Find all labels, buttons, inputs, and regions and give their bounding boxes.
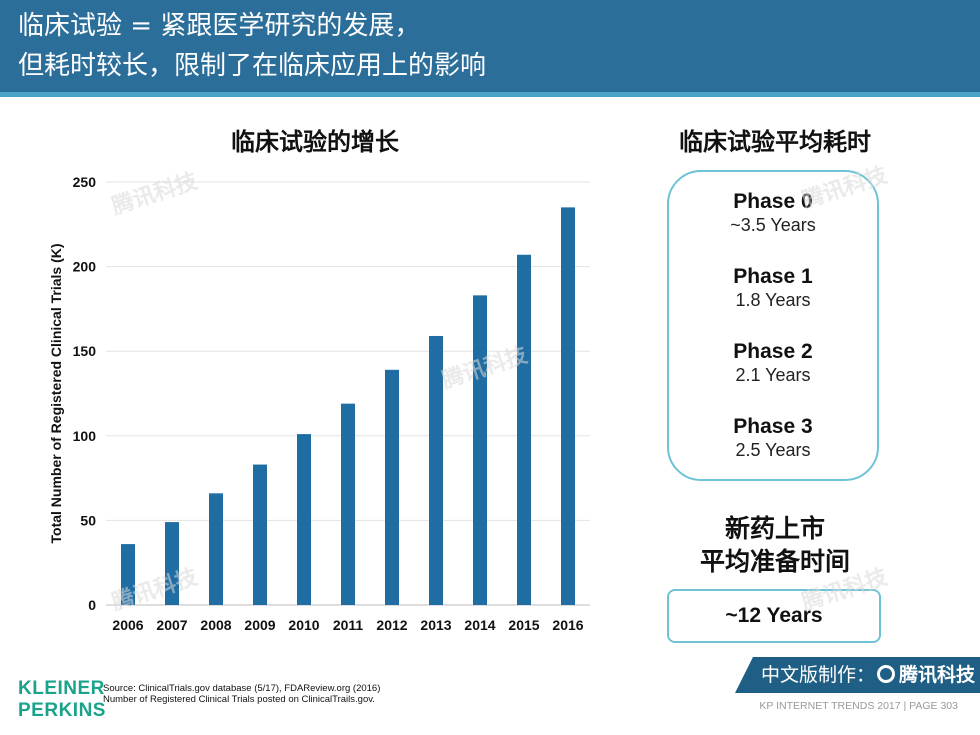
- x-tick-label: 2013: [420, 617, 451, 633]
- source-line1: Source: ClinicalTrials.gov database (5/1…: [103, 683, 381, 694]
- badge-brand: 腾讯科技: [899, 664, 976, 686]
- bar: [209, 493, 223, 605]
- bar: [517, 254, 531, 606]
- x-tick-label: 2014: [464, 617, 495, 633]
- x-tick-label: 2011: [333, 617, 364, 633]
- phase-3-name: Phase 3: [733, 415, 813, 438]
- source-line2: Number of Registered Clinical Trials pos…: [103, 694, 375, 705]
- logo-line2: PERKINS: [18, 700, 106, 721]
- header-title-line2: 但耗时较长，限制了在临床应用上的影响: [18, 51, 487, 81]
- bar: [561, 207, 575, 605]
- bar: [473, 295, 487, 605]
- y-tick-label: 250: [73, 174, 97, 190]
- phase-1-block: Phase 1 1.8 Years: [669, 265, 877, 311]
- y-axis-label: Total Number of Registered Clinical Tria…: [48, 243, 64, 543]
- bar: [385, 369, 399, 605]
- phase-3-block: Phase 3 2.5 Years: [669, 415, 877, 461]
- market-title-line1: 新药上市: [724, 514, 825, 543]
- bar-chart: 0 50 100 150 200 250 Total Number of Registere…: [48, 174, 590, 633]
- badge-prefix: 中文版制作：: [761, 664, 876, 686]
- bar: [429, 335, 443, 605]
- phase-duration-panel: Phase 0 ~3.5 Years Phase 1 1.8 Years Pha…: [667, 170, 879, 481]
- bar: [253, 464, 267, 605]
- phase-3-duration: 2.5 Years: [735, 440, 811, 460]
- y-tick-label: 50: [80, 512, 96, 528]
- header-title-line1: 临床试验 = 紧跟医学研究的发展，: [18, 11, 421, 41]
- trial-duration-title: 临床试验平均耗时: [679, 128, 871, 156]
- phase-2-name: Phase 2: [733, 340, 813, 363]
- y-tick-label: 200: [73, 259, 97, 275]
- x-tick-label: 2012: [376, 617, 407, 633]
- y-tick-label: 150: [73, 343, 97, 359]
- bar: [341, 403, 355, 605]
- tencent-logo-icon: [877, 665, 896, 683]
- bar: [165, 522, 179, 605]
- header-accent-rule: [0, 92, 980, 97]
- phase-1-duration: 1.8 Years: [735, 290, 811, 310]
- phase-0-duration: ~3.5 Years: [730, 215, 816, 235]
- phase-0-block: Phase 0 ~3.5 Years: [669, 190, 877, 236]
- kleiner-perkins-logo: KLEINER PERKINS: [18, 678, 106, 722]
- bar: [121, 544, 135, 605]
- x-tick-label: 2009: [244, 617, 275, 633]
- x-tick-label: 2010: [288, 617, 319, 633]
- tencent-badge: 中文版制作： 腾讯科技: [735, 657, 980, 693]
- y-tick-label: 100: [73, 428, 97, 444]
- x-tick-label: 2007: [156, 617, 187, 633]
- bar: [297, 434, 311, 605]
- phase-0-name: Phase 0: [733, 190, 813, 213]
- phase-1-name: Phase 1: [733, 265, 813, 288]
- market-prep-value: ~12 Years: [667, 589, 881, 643]
- x-tick-label: 2006: [112, 617, 143, 633]
- market-title-line2: 平均准备时间: [699, 547, 850, 576]
- y-tick-label: 0: [88, 597, 96, 613]
- x-tick-label: 2016: [552, 617, 583, 633]
- page-info: KP INTERNET TRENDS 2017 | PAGE 303: [759, 700, 958, 712]
- x-tick-label: 2015: [508, 617, 539, 633]
- x-tick-label: 2008: [200, 617, 231, 633]
- chart-title: 临床试验的增长: [231, 128, 399, 156]
- header-bar: 临床试验 = 紧跟医学研究的发展， 但耗时较长，限制了在临床应用上的影响: [0, 0, 980, 92]
- source-note: Source: ClinicalTrials.gov database (5/1…: [103, 683, 380, 705]
- phase-2-block: Phase 2 2.1 Years: [669, 340, 877, 386]
- phase-2-duration: 2.1 Years: [735, 365, 811, 385]
- logo-line1: KLEINER: [18, 678, 105, 699]
- market-prep-title: 新药上市 平均准备时间: [650, 512, 900, 578]
